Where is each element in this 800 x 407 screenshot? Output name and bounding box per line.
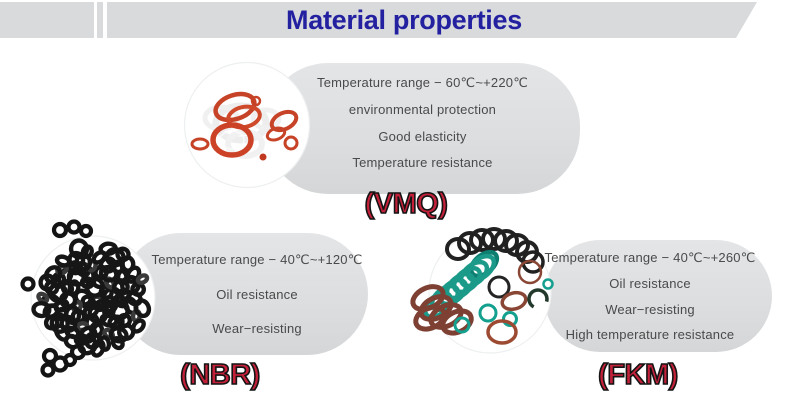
page-title: Material properties	[286, 5, 522, 35]
fkm-orings-shapes	[410, 227, 554, 345]
nbr-property-2: Oil resistance	[216, 287, 298, 302]
header-left-block	[0, 2, 94, 38]
nbr-black-orings-photo-icon	[20, 219, 156, 378]
nbr-orings-pile	[31, 238, 152, 358]
fkm-property-4: High temperature resistance	[565, 326, 735, 342]
fkm-property-1: Temperature range − 40℃~+260℃	[544, 250, 756, 266]
nbr-property-3: Wear−resisting	[212, 321, 302, 336]
vmq-properties-list: Temperature range − 60℃~+220℃ environmen…	[265, 63, 580, 182]
nbr-properties-pill: Temperature range − 40℃~+120℃ Oil resist…	[120, 233, 368, 355]
nbr-property-1: Temperature range − 40℃~+120℃	[151, 252, 363, 267]
vmq-properties-pill: Temperature range − 60℃~+220℃ environmen…	[265, 63, 580, 194]
fkm-colorful-orings-photo-icon	[410, 227, 554, 354]
vmq-silicone-orings-photo-icon	[183, 61, 311, 189]
vmq-property-2: environmental protection	[348, 102, 497, 118]
header-banner: Material properties	[107, 2, 757, 38]
nbr-orings-spill	[20, 219, 94, 378]
nbr-properties-list: Temperature range − 40℃~+120℃ Oil resist…	[120, 233, 368, 355]
fkm-properties-pill: Temperature range − 40℃~+260℃ Oil resist…	[544, 240, 772, 352]
vmq-property-4: Temperature resistance	[352, 155, 493, 171]
vmq-property-1: Temperature range − 60℃~+220℃	[317, 74, 528, 90]
vmq-orings-shapes	[190, 91, 299, 161]
fkm-property-2: Oil resistance	[609, 276, 691, 292]
fkm-properties-list: Temperature range − 40℃~+260℃ Oil resist…	[544, 240, 772, 352]
vmq-property-3: Good elasticity	[378, 128, 467, 144]
nbr-material-label: (NBR)	[179, 358, 261, 392]
vmq-material-label: (VMQ)	[364, 187, 449, 221]
header-divider-stripe	[97, 2, 103, 38]
fkm-material-label: (FKM)	[597, 358, 679, 392]
fkm-property-3: Wear−resisting	[605, 301, 695, 317]
